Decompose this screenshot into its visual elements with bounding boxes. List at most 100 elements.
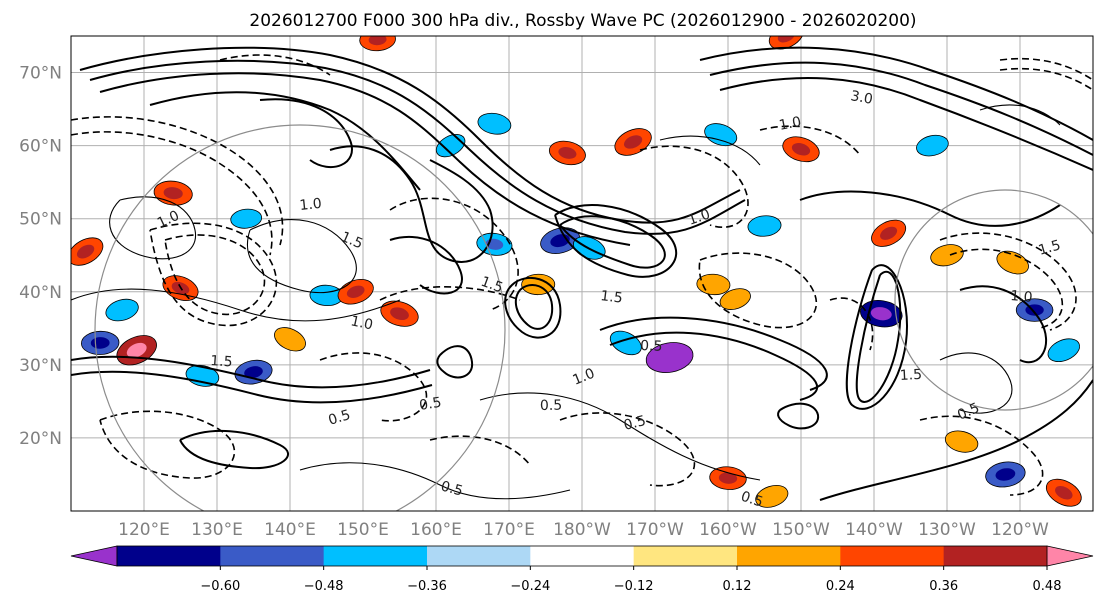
contour-line — [389, 197, 519, 311]
contour-label-13: 0.5 — [640, 338, 663, 355]
colorbar-segment-3 — [427, 546, 531, 566]
colorbar-tick-label-0: −0.60 — [200, 579, 240, 594]
lon-label-5: 170°E — [483, 520, 535, 540]
colorbar-tick-label-8: 0.48 — [1033, 579, 1062, 594]
lat-label-1: 30°N — [19, 356, 62, 376]
contour-label-15: 3.0 — [849, 88, 874, 108]
shaded-cell-core-39 — [777, 36, 795, 43]
contour-line — [855, 270, 902, 403]
contour-line — [164, 234, 266, 316]
contour-line — [299, 462, 571, 500]
contour-line — [149, 91, 421, 191]
contour-line — [759, 125, 861, 156]
shaded-cell-31 — [1047, 338, 1080, 363]
contour-line — [719, 76, 1093, 171]
shaded-cell-core-27 — [870, 307, 892, 321]
lat-label-5: 70°N — [19, 64, 62, 84]
contour-label-14: 1.0 — [686, 206, 712, 228]
latitude-labels: 20°N 30°N 40°N 50°N 60°N 70°N — [19, 64, 62, 449]
contour-line — [389, 235, 463, 295]
shaded-cell-core-38 — [368, 36, 387, 46]
contour-line — [777, 402, 820, 430]
shaded-cell-core-20 — [657, 350, 682, 366]
colorbar-segment-5 — [633, 546, 738, 566]
shaded-cell-core-35 — [718, 472, 738, 484]
colorbar-tick-label-1: −0.48 — [304, 579, 344, 594]
colorbar-segment-7 — [840, 546, 945, 566]
contour-label-5: 1.5 — [479, 274, 505, 297]
contour-line — [709, 61, 1093, 156]
shaded-cell-core-10 — [346, 285, 365, 298]
contour-line — [429, 435, 531, 466]
contour-line — [799, 190, 1061, 227]
shaded-cell-8 — [274, 327, 306, 352]
contour-line — [829, 297, 874, 351]
colorbar-segment-1 — [220, 546, 325, 566]
chart-title: 2026012700 F000 300 hPa div., Rossby Wav… — [249, 11, 916, 31]
contour-line — [819, 379, 1093, 501]
colorbar-tick-label-2: −0.36 — [407, 579, 447, 594]
contour-line — [71, 355, 431, 389]
colorbar-extend-low — [70, 545, 118, 567]
contour-label-4: 0.5 — [418, 395, 442, 414]
colorbar-tick-label-6: 0.24 — [826, 579, 855, 594]
contour-line — [979, 104, 1061, 126]
shaded-cell-core-18 — [623, 135, 643, 149]
contour-label-18: 1.5 — [899, 367, 922, 384]
contour-label-3: 1.0 — [349, 313, 374, 333]
contour-line — [559, 215, 666, 269]
shaded-cell-32 — [944, 430, 979, 453]
shaded-cell-17 — [521, 273, 556, 296]
contour-line — [919, 415, 1044, 496]
colorbar-tick-label-5: 0.12 — [723, 579, 752, 594]
contour-line — [504, 276, 562, 339]
contour-line — [259, 98, 353, 169]
contour-line — [514, 284, 554, 330]
contour-line — [659, 135, 761, 166]
rossby-wave-contours — [71, 46, 1093, 511]
contour-line — [329, 145, 494, 263]
shaded-cell-core-5 — [126, 342, 147, 358]
contour-line — [639, 145, 749, 228]
map-frame — [70, 35, 1094, 512]
colorbar-tick-label-3: −0.24 — [510, 579, 550, 594]
map-area: 1.0 1.5 0.5 1.0 0.5 1.5 0.5 1.0 1.5 0.5 0.5 1.0 1.5 0… — [71, 36, 1093, 511]
contour-line — [219, 54, 331, 76]
shaded-cell-39 — [768, 36, 804, 50]
contour-line — [698, 252, 817, 329]
contour-line — [179, 430, 289, 470]
contour-label-11: 1.0 — [299, 196, 323, 214]
lon-label-8: 160°W — [699, 520, 757, 540]
contour-line — [109, 196, 197, 260]
colorbar-tick-label-7: 0.36 — [929, 579, 958, 594]
shaded-cell-core-0 — [76, 244, 95, 259]
shaded-cell-core-19 — [558, 147, 577, 159]
contour-label-1: 1.5 — [210, 353, 233, 371]
lon-label-12: 120°W — [991, 520, 1049, 540]
guide-circle — [94, 124, 506, 511]
contour-label-2: 0.5 — [326, 407, 352, 429]
lon-label-9: 150°W — [772, 520, 830, 540]
contour-label-16: 1.0 — [778, 114, 803, 134]
contour-line — [246, 219, 357, 294]
contour-line — [71, 288, 401, 322]
contour-label-7: 1.0 — [571, 366, 598, 389]
contour-line — [71, 131, 273, 256]
lat-label-3: 50°N — [19, 210, 62, 230]
contour-line — [699, 46, 1093, 141]
colorbar: −0.60 −0.48 −0.36 −0.24 −0.12 0.12 0.24 0.36 0.4… — [70, 545, 1094, 594]
contour-label-20: 1.0 — [1010, 288, 1034, 306]
contour-line — [599, 316, 828, 391]
contour-line — [89, 59, 746, 235]
contour-line — [99, 72, 631, 246]
colorbar-tick-label-4: −0.12 — [614, 579, 654, 594]
guide-circle — [894, 189, 1093, 411]
lon-label-2: 140°E — [264, 520, 316, 540]
contour-label-17: 0.5 — [739, 489, 765, 511]
shaded-cell-13 — [435, 134, 466, 158]
lon-label-11: 130°W — [918, 520, 976, 540]
shaded-cell-core-33 — [995, 468, 1016, 481]
shaded-cell-41 — [916, 134, 949, 157]
shaded-cell-core-26 — [880, 226, 898, 240]
